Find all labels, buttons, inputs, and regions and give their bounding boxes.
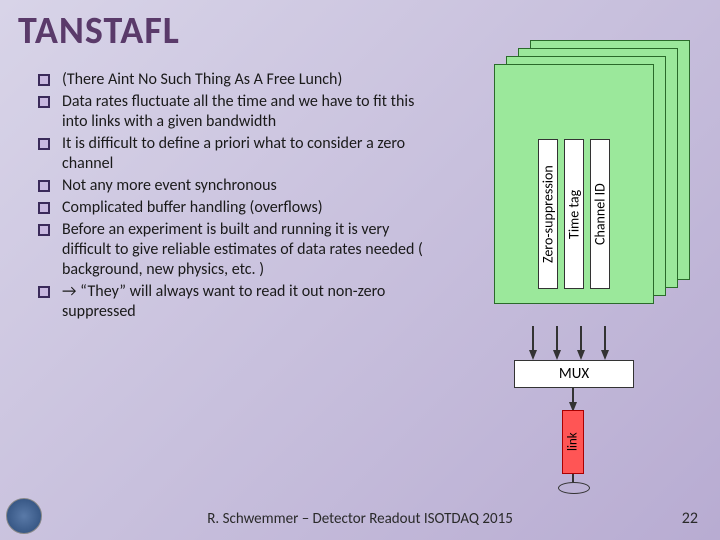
bullet-icon (38, 224, 52, 238)
arrow-stem (604, 326, 606, 350)
bullet-text: It is difficult to define a priori what … (62, 134, 428, 174)
bullet-item: → “They” will always want to read it out… (38, 282, 428, 322)
bullet-item: Complicated buffer handling (overflows) (38, 198, 428, 218)
bullet-item: (There Aint No Such Thing As A Free Lunc… (38, 70, 428, 90)
card-label-time: Time tag (564, 139, 584, 289)
page-number: 22 (682, 509, 698, 528)
bullet-text: Not any more event synchronous (62, 176, 277, 196)
arrow-down-icon (529, 350, 537, 360)
card-stack: Zero-suppression Time tag Channel ID (494, 40, 694, 300)
arrow-stem (580, 326, 582, 350)
link-box: link (562, 410, 584, 474)
arrow-stem (532, 326, 534, 350)
arrow-down-icon (577, 350, 585, 360)
bullet-text: Complicated buffer handling (overflows) (62, 198, 323, 218)
bullet-icon (38, 96, 52, 110)
arrow-stem (556, 326, 558, 350)
bullet-item: Data rates fluctuate all the time and we… (38, 92, 428, 132)
bullet-item: Before an experiment is built and runnin… (38, 220, 428, 280)
arrow-down-icon (553, 350, 561, 360)
arrow-down-icon (601, 350, 609, 360)
bullet-icon (38, 286, 52, 300)
bullet-icon (38, 74, 52, 88)
output-port (558, 482, 590, 494)
slide-title: TANSTAFL (18, 8, 180, 54)
bullet-icon (38, 180, 52, 194)
bullet-icon (38, 202, 52, 216)
arrow-stem (572, 474, 574, 482)
bullet-text: Before an experiment is built and runnin… (62, 220, 428, 280)
card-front: Zero-suppression Time tag Channel ID (494, 64, 654, 304)
bullet-text: (There Aint No Such Thing As A Free Lunc… (62, 70, 342, 90)
card-label-zero: Zero-suppression (538, 139, 558, 289)
bullet-text: → “They” will always want to read it out… (62, 282, 428, 322)
footer-text: R. Schwemmer – Detector Readout ISOTDAQ … (0, 510, 720, 528)
mux-box: MUX (514, 360, 634, 388)
bullet-list: (There Aint No Such Thing As A Free Lunc… (38, 70, 428, 324)
arrow-stem (572, 388, 574, 402)
bullet-icon (38, 138, 52, 152)
bullet-item: It is difficult to define a priori what … (38, 134, 428, 174)
bullet-text: Data rates fluctuate all the time and we… (62, 92, 428, 132)
card-label-chan: Channel ID (590, 139, 610, 289)
bullet-item: Not any more event synchronous (38, 176, 428, 196)
diagram: Zero-suppression Time tag Channel ID MUX… (474, 40, 694, 500)
